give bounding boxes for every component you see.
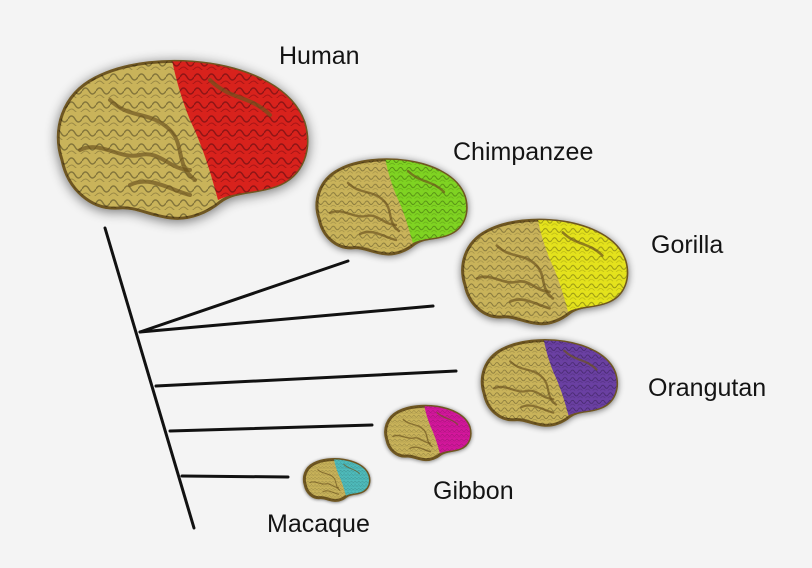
- brains: [56, 59, 629, 502]
- phylogenetic-tree: [103, 226, 458, 530]
- label-macaque: Macaque: [267, 510, 370, 538]
- branch-gibbon: [168, 423, 374, 433]
- label-orangutan: Orangutan: [648, 374, 767, 402]
- branch-macaque: [180, 474, 290, 479]
- tree-trunk: [103, 226, 196, 530]
- brain-macaque: [302, 458, 371, 502]
- brain-gibbon: [384, 404, 472, 462]
- brain-human: [56, 59, 309, 220]
- branch-orangutan: [154, 369, 458, 388]
- brain-gorilla: [461, 218, 629, 326]
- label-gibbon: Gibbon: [433, 477, 514, 505]
- branch-gorilla: [138, 304, 435, 334]
- label-chimpanzee: Chimpanzee: [453, 138, 594, 166]
- label-human: Human: [279, 42, 360, 70]
- label-gorilla: Gorilla: [651, 231, 724, 259]
- brain-chimpanzee: [315, 158, 468, 256]
- branch-chimpanzee: [138, 259, 350, 334]
- brain-orangutan: [480, 339, 619, 427]
